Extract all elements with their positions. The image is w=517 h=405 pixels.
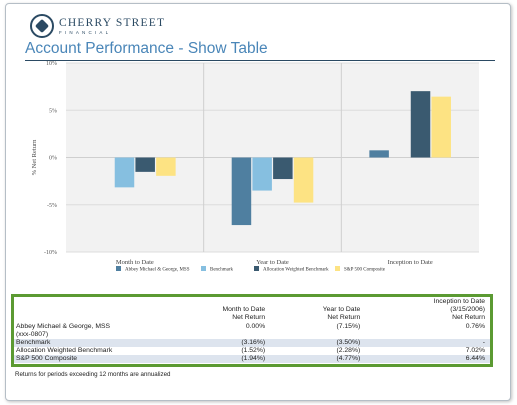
legend-item: Abbey Michael & George, MSS — [116, 266, 190, 273]
y-tick-label: 0% — [49, 156, 57, 162]
return-cell-mtd: 0.00% — [245, 323, 266, 330]
performance-table-box: Month to Date Net Return Year to Date Net R… — [11, 294, 493, 367]
category-label: Inception to Date — [388, 259, 433, 266]
account-name-text: Benchmark — [16, 339, 51, 346]
legend-swatch — [254, 266, 259, 271]
performance-bar-chart: 10% 5% 0% -5% -10% Month to Date Year to Date I… — [31, 61, 479, 273]
account-name-cell: S&P 500 Composite — [14, 355, 164, 363]
title-divider — [25, 60, 495, 61]
bar-1-3 — [293, 157, 314, 203]
column-header-text: Net Return — [232, 314, 266, 321]
return-cell-mtd: (1.52%) — [241, 347, 266, 354]
performance-table: Month to Date Net Return Year to Date Net R… — [14, 297, 490, 363]
return-cell-ytd: (2.28%) — [336, 347, 361, 354]
return-cell-itd: 0.76% — [465, 323, 485, 330]
legend-swatch — [116, 266, 121, 271]
account-name-text: Abbey Michael & George, MSS — [16, 323, 111, 330]
footnote: Returns for periods exceeding 12 months … — [15, 371, 171, 378]
return-cell-itd: 6.44% — [365, 355, 490, 363]
column-header — [14, 297, 164, 323]
legend-item: S&P 500 Composite — [335, 266, 386, 273]
table-row: Benchmark (3.16%) (3.50%) - — [14, 339, 490, 347]
column-header: Month to Date Net Return — [164, 297, 270, 323]
return-cell-ytd: (4.77%) — [270, 355, 366, 363]
y-tick-label: 10% — [46, 61, 57, 67]
return-cell-mtd: (3.16%) — [164, 339, 271, 347]
return-cell-itd: - — [365, 339, 490, 347]
y-tick-label: 5% — [49, 108, 57, 114]
column-header: Inception to Date (3/15/2006) Net Return — [365, 297, 490, 323]
table-row: Allocation Weighted Benchmark (1.52%) (2.2… — [14, 347, 490, 355]
legend-swatch — [335, 266, 340, 271]
column-header: Year to Date Net Return — [270, 297, 365, 323]
column-header-text: Net Return — [327, 314, 361, 321]
account-name-text: S&P 500 Composite — [16, 355, 78, 362]
account-name-cell: Benchmark — [14, 339, 164, 347]
logo-mark-icon — [30, 14, 54, 38]
table-row: Abbey Michael & George, MSS (xxx-0807) 0.0… — [14, 323, 490, 339]
legend-label: S&P 500 Composite — [344, 268, 386, 273]
legend-label: Allocation Weighted Benchmark — [263, 268, 329, 273]
return-cell-ytd: (3.50%) — [270, 339, 366, 347]
table-row: S&P 500 Composite (1.94%) (4.77%) 6.44% — [14, 355, 490, 363]
y-axis-label: % Net Return — [31, 139, 38, 175]
logo-subtitle: FINANCIAL — [59, 30, 112, 35]
account-name-text: Allocation Weighted Benchmark — [16, 347, 113, 354]
column-header-text: Month to Date — [222, 306, 266, 313]
account-name-text: (xxx-0807) — [16, 331, 49, 338]
category-label: Month to Date — [116, 259, 154, 266]
page-title: Account Performance - Show Table — [25, 40, 268, 57]
legend-swatch — [201, 266, 206, 271]
column-header-text: (3/15/2006) — [450, 306, 485, 313]
legend-label: Abbey Michael & George, MSS — [125, 268, 190, 273]
bar-1-2 — [273, 157, 293, 180]
legend-label: Benchmark — [210, 268, 234, 273]
bar-1-1 — [252, 157, 272, 191]
legend-item: Benchmark — [201, 266, 234, 273]
bar-1-0 — [231, 157, 252, 226]
return-cell-itd: 7.02% — [465, 347, 485, 354]
bar-0-3 — [156, 157, 176, 176]
bar-2-3 — [431, 96, 451, 158]
y-tick-label: -5% — [47, 203, 57, 209]
return-cell-ytd: (7.15%) — [336, 323, 361, 330]
account-name-cell: Allocation Weighted Benchmark — [14, 347, 164, 355]
y-tick-label: -10% — [44, 250, 57, 256]
logo-name: CHERRY STREET — [59, 17, 166, 29]
company-logo: CHERRY STREET FINANCIAL — [30, 12, 165, 40]
bar-0-2 — [135, 157, 155, 172]
category-label: Year to Date — [256, 259, 289, 266]
bar-2-2 — [410, 91, 431, 158]
legend-item: Allocation Weighted Benchmark — [254, 266, 329, 273]
account-name-cell: Abbey Michael & George, MSS (xxx-0807) — [14, 323, 164, 339]
column-header-text: Year to Date — [322, 306, 361, 313]
bar-0-1 — [114, 157, 135, 188]
column-header-text: Net Return — [452, 314, 485, 321]
return-cell-mtd: (1.94%) — [164, 355, 271, 363]
table-body: Abbey Michael & George, MSS (xxx-0807) 0.0… — [14, 323, 490, 363]
column-header-text: Inception to Date — [433, 298, 485, 305]
bar-2-0 — [369, 150, 389, 158]
table-header-row: Month to Date Net Return Year to Date Net R… — [14, 297, 490, 323]
